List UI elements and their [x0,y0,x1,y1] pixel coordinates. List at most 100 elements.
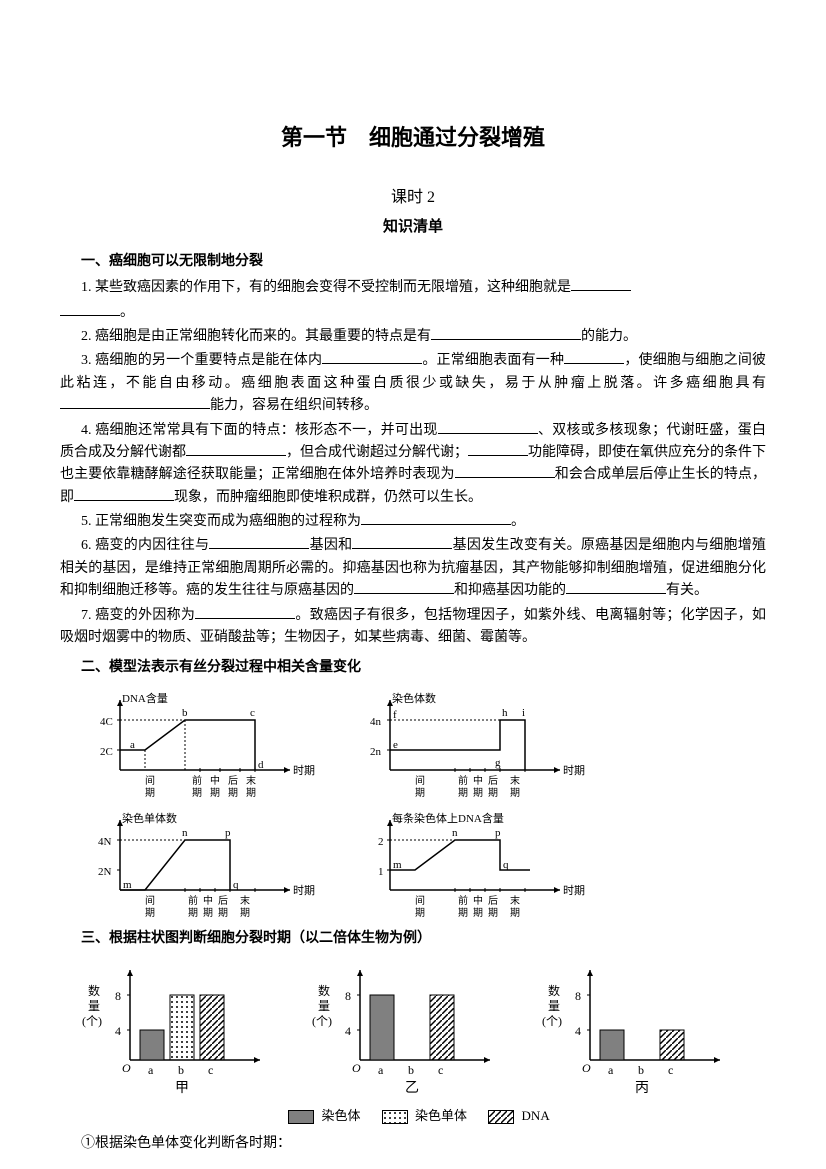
pt-i: i [522,707,525,719]
text: 3. 癌细胞的另一个重要特点是能在体内 [81,353,322,368]
svg-text:c: c [668,1063,673,1077]
name: 甲 [175,1081,189,1096]
svg-text:期: 期 [228,787,238,799]
sheet-label: 知识清单 [60,215,766,239]
svg-text:8: 8 [345,989,351,1003]
svg-text:期: 期 [246,787,256,799]
para-1: 1. 某些致癌因素的作用下，有的细胞会变得不受控制而无限增殖，这种细胞就是 [60,277,766,299]
legend: 染色体 染色单体 DNA [60,1106,766,1127]
svg-text:前: 前 [192,774,202,787]
svg-text:中: 中 [203,894,213,907]
pt-f: f [393,709,397,721]
ytick: 4n [370,716,382,728]
svg-text:中: 中 [210,774,220,787]
chart-dna-svg: DNA含量 4C 2C a b c d 时期 间 前中后末 期 期期期期 [90,690,320,800]
blank [361,524,511,525]
section1-heading: 一、癌细胞可以无限制地分裂 [60,251,766,273]
ytick: 2N [98,866,112,878]
svg-text:(个): (个) [312,1014,332,1028]
svg-text:b: b [638,1063,644,1077]
text: 能力，容易在组织间转移。 [210,398,378,413]
section3-heading: 三、根据柱状图判断细胞分裂时期（以二倍体生物为例） [60,928,766,950]
pt-q: q [233,879,239,891]
svg-text:O: O [352,1061,361,1075]
svg-text:末: 末 [240,894,250,907]
svg-text:(个): (个) [542,1014,562,1028]
ytick: 1 [378,866,384,878]
pt-a: a [130,739,135,751]
bar-charts: 数量(个) 8 4 O a b c 甲 数量(个) 8 4 O a b c 乙 … [80,960,766,1100]
text: 。 [120,305,134,320]
pt-n: n [182,827,188,839]
svg-text:期: 期 [145,787,155,799]
note-1: ①根据染色单体变化判断各时期： [60,1133,766,1155]
xt: 间 [145,774,155,787]
text: 6. 癌变的内因往往与 [81,538,209,553]
para-1b: 。 [60,302,766,324]
xt: c [208,1063,213,1077]
blank [455,477,555,478]
svg-text:c: c [438,1063,443,1077]
text: 现象，而肿瘤细胞即使堆积成群，仍然可以生长。 [174,490,482,505]
svg-text:期: 期 [192,787,202,799]
svg-text:期: 期 [145,907,155,919]
svg-text:期: 期 [510,907,520,919]
svg-text:a: a [608,1063,614,1077]
svg-text:4: 4 [575,1024,581,1038]
text: 7. 癌变的外因称为 [81,608,195,623]
legend-dna: DNA [522,1108,550,1123]
text: 。 [511,514,525,529]
svg-text:8: 8 [575,989,581,1003]
ylabel: 染色体数 [392,691,436,705]
xlabel: 时期 [293,884,315,897]
svg-text:前: 前 [458,894,468,907]
svg-text:量: 量 [548,999,560,1013]
blank [60,408,210,409]
svg-text:期: 期 [458,787,468,799]
legend-solid-icon [288,1110,314,1124]
chart-dna-per-svg: 每条染色体上DNA含量 2 1 m n p q 时期 间 前中后末 期 期期期期 [360,810,610,920]
svg-text:期: 期 [458,907,468,919]
blank [186,455,286,456]
svg-text:O: O [122,1061,131,1075]
svg-text:量: 量 [88,999,100,1013]
ytick: 2 [378,836,384,848]
lesson-number: 课时 2 [60,185,766,211]
chart-dna: DNA含量 4C 2C a b c d 时期 间 前中后末 期 期期期期 [90,690,320,800]
svg-text:前: 前 [458,774,468,787]
blank [564,363,624,364]
legend-dots-icon [382,1110,408,1124]
legend-hatch-icon [488,1110,514,1124]
blank [195,618,295,619]
svg-text:间: 间 [415,894,425,907]
pt-p: p [225,827,231,839]
blank [60,315,120,316]
pt-n: n [452,827,458,839]
svg-text:期: 期 [473,907,483,919]
text: 。正常细胞表面有一种 [422,353,564,368]
xlabel: 时期 [563,884,585,897]
svg-text:期: 期 [240,907,250,919]
svg-text:间: 间 [145,894,155,907]
svg-text:丙: 丙 [635,1081,649,1096]
text: 的能力。 [581,329,637,344]
charts-row-2: 染色单体数 4N 2N m n p q 时期 间 前中后末 期 期期期期 每条染… [90,810,766,920]
svg-text:量: 量 [318,999,330,1013]
pt-p: p [495,827,501,839]
blank [468,455,528,456]
charts-row-1: DNA含量 4C 2C a b c d 时期 间 前中后末 期 期期期期 [90,690,766,800]
ytick: 4 [115,1024,121,1038]
pt-e: e [393,739,398,751]
ytick: 4N [98,836,112,848]
chart-chrom: 染色体数 4n 2n e f g h i 时期 间 前中后末 期 期期期期 [360,690,590,800]
svg-text:期: 期 [488,787,498,799]
para-5: 5. 正常细胞发生突变而成为癌细胞的过程称为 。 [60,511,766,533]
text: 基因和 [309,538,352,553]
blank [566,593,666,594]
section2-heading: 二、模型法表示有丝分裂过程中相关含量变化 [60,657,766,679]
text: 有关。 [666,583,708,598]
text: 5. 正常细胞发生突变而成为癌细胞的过程称为 [81,514,361,529]
svg-text:期: 期 [415,907,425,919]
blank [571,290,631,291]
pt-m: m [123,879,132,891]
